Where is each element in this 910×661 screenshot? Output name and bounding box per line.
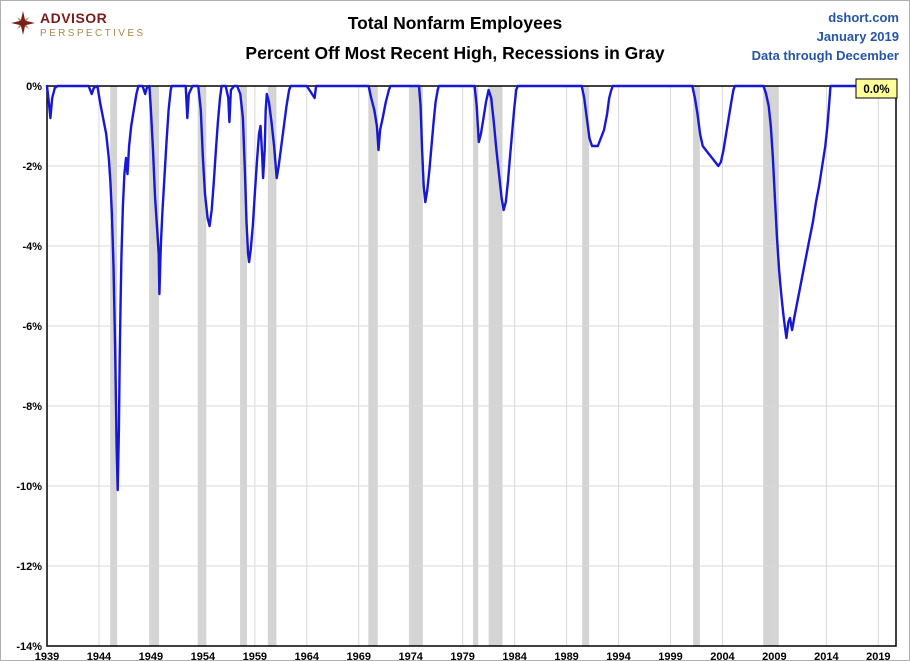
- recession-band: [582, 86, 590, 646]
- x-axis-label: 1989: [554, 651, 578, 661]
- y-axis-label: 0%: [26, 81, 42, 93]
- current-value-box: [855, 78, 898, 99]
- recession-band: [368, 86, 378, 646]
- x-axis-label: 2004: [710, 651, 735, 661]
- y-axis-label: -14%: [16, 641, 42, 653]
- recession-band: [488, 86, 503, 646]
- current-value-label: 0.0%: [863, 84, 889, 96]
- recession-band: [267, 86, 277, 646]
- drawdown-line: [45, 84, 879, 492]
- y-axis-label: -10%: [16, 481, 42, 493]
- x-axis-label: 1944: [87, 651, 112, 661]
- chart-header: Total Nonfarm Employees Percent Off Most…: [1, 13, 909, 64]
- x-axis-label: 1979: [450, 651, 474, 661]
- source-note: Data through December: [751, 47, 899, 63]
- advisor-perspectives-logo: ADVISOR PERSPECTIVES: [11, 10, 146, 40]
- x-axis-label: 2019: [866, 651, 890, 661]
- chart-subtitle: Percent Off Most Recent High, Recessions…: [245, 43, 665, 63]
- x-axis-label: 2014: [814, 651, 839, 661]
- y-axis-label: -4%: [22, 241, 42, 253]
- x-axis-label: 1954: [191, 651, 216, 661]
- source-block: dshort.com January 2019 Data through Dec…: [752, 9, 899, 66]
- source-site: dshort.com: [828, 10, 899, 25]
- recession-band: [149, 86, 160, 646]
- recession-band: [763, 86, 779, 646]
- x-axis-label: 1959: [243, 651, 267, 661]
- source-date: January 2019: [816, 28, 899, 44]
- x-axis-label: 1949: [139, 651, 163, 661]
- x-axis-label: 1964: [295, 651, 320, 661]
- x-axis-label: 1939: [35, 651, 59, 661]
- logo-advisor-text: ADVISOR: [40, 10, 108, 26]
- x-axis-label: 2009: [762, 651, 786, 661]
- x-axis-label: 1984: [502, 651, 527, 661]
- y-axis-label: -6%: [22, 321, 42, 333]
- recession-band: [197, 86, 207, 646]
- y-axis-label: -8%: [22, 401, 42, 413]
- y-axis-label: -12%: [16, 561, 42, 573]
- x-axis-label: 1999: [658, 651, 682, 661]
- y-axis-label: -2%: [22, 161, 42, 173]
- recession-band: [240, 86, 248, 646]
- logo-perspectives-text: PERSPECTIVES: [40, 28, 146, 40]
- recession-band: [408, 86, 423, 646]
- x-axis-label: 1994: [606, 651, 631, 661]
- chart-title: Total Nonfarm Employees: [347, 13, 563, 33]
- recession-band: [473, 86, 479, 646]
- logo-text: ADVISOR PERSPECTIVES: [40, 10, 146, 40]
- x-axis-label: 1974: [398, 651, 423, 661]
- x-axis-label: 1969: [347, 651, 371, 661]
- compass-icon: [11, 11, 35, 40]
- recession-band: [110, 86, 118, 646]
- recession-band: [693, 86, 700, 646]
